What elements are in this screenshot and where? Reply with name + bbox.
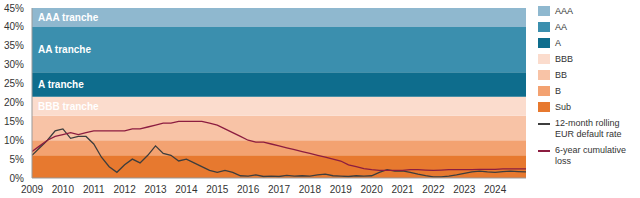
svg-text:2016: 2016 xyxy=(237,184,260,195)
html-text:6-year cumulative loss: 6-year cumulative loss xyxy=(555,145,626,166)
svg-text:10%: 10% xyxy=(8,135,24,146)
html-text:A: A xyxy=(555,38,561,48)
svg-text:2021: 2021 xyxy=(391,184,414,195)
svg-text:AA tranche: AA tranche xyxy=(38,44,91,55)
html-text:Sub: Sub xyxy=(555,102,571,112)
svg-text:2022: 2022 xyxy=(422,184,445,195)
svg-text:2024: 2024 xyxy=(484,184,507,195)
svg-text:40%: 40% xyxy=(8,21,24,32)
svg-text:20%: 20% xyxy=(8,97,24,108)
svg-text:AAA tranche: AAA tranche xyxy=(38,12,99,23)
svg-text:2011: 2011 xyxy=(83,184,105,195)
svg-text:2014: 2014 xyxy=(175,184,198,195)
html-text:AA: AA xyxy=(555,22,567,32)
svg-text:2015: 2015 xyxy=(206,184,229,195)
svg-text:35%: 35% xyxy=(8,40,24,51)
svg-text:30%: 30% xyxy=(8,59,24,70)
svg-text:25%: 25% xyxy=(8,78,24,89)
svg-text:2010: 2010 xyxy=(52,184,75,195)
svg-text:A tranche: A tranche xyxy=(38,79,84,90)
svg-text:BBB tranche: BBB tranche xyxy=(38,101,99,112)
svg-text:2017: 2017 xyxy=(268,184,291,195)
svg-text:2012: 2012 xyxy=(114,184,137,195)
svg-text:2009: 2009 xyxy=(21,184,44,195)
svg-text:45%: 45% xyxy=(8,3,24,14)
html-text:BBB: BBB xyxy=(555,54,573,64)
svg-text:2020: 2020 xyxy=(361,184,384,195)
svg-text:0%: 0% xyxy=(10,173,25,184)
svg-text:15%: 15% xyxy=(8,116,24,127)
html-text:B: B xyxy=(555,86,561,96)
svg-text:2019: 2019 xyxy=(330,184,353,195)
svg-text:5%: 5% xyxy=(10,154,25,165)
html-text:12-month rolling EUR default r: 12-month rolling EUR default rate xyxy=(555,118,622,139)
svg-text:2013: 2013 xyxy=(144,184,167,195)
html-text:AAA: AAA xyxy=(555,6,573,16)
svg-text:2023: 2023 xyxy=(453,184,476,195)
html-text:BB: BB xyxy=(555,70,567,80)
svg-text:2018: 2018 xyxy=(299,184,322,195)
